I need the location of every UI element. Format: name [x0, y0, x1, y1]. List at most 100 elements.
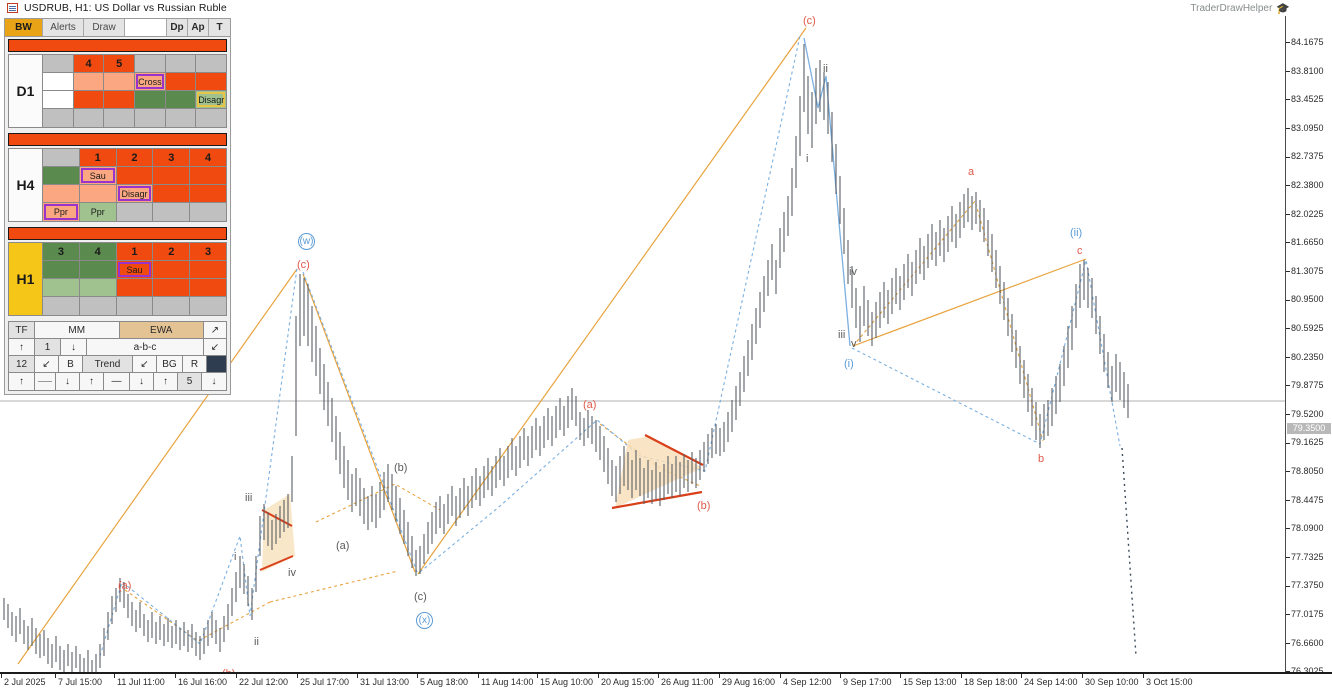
color-swatch-dark[interactable] [207, 356, 226, 372]
toolbar-blank-field[interactable] [125, 19, 167, 36]
button-up-arrow-2[interactable]: ↑ [9, 373, 35, 390]
timeframe-cell[interactable] [196, 109, 227, 127]
timeframe-cell[interactable] [73, 109, 105, 127]
timeframe-cell[interactable]: 1 [79, 149, 117, 167]
timeframe-cell[interactable] [43, 91, 74, 109]
timeframe-cell[interactable] [153, 279, 191, 297]
bw-indicator-panel[interactable]: BW Alerts Draw Dp Ap T D1 4 5 Cross Disagr H4… [4, 18, 231, 395]
button-ap[interactable]: Ap [188, 19, 209, 36]
timeframe-cell[interactable] [43, 109, 74, 127]
timeframe-cell[interactable] [153, 167, 191, 185]
timeframe-grid-h1[interactable]: H1 3 4 1 2 3 Sau [8, 242, 227, 316]
timeframe-cell[interactable] [153, 261, 191, 279]
button-down-arrow-4[interactable]: ↓ [202, 373, 226, 390]
timeframe-cell[interactable] [165, 91, 197, 109]
timeframe-label-d1[interactable]: D1 [9, 55, 43, 127]
button-dp[interactable]: Dp [167, 19, 188, 36]
timeframe-cell[interactable]: 3 [43, 243, 80, 261]
signal-tag-ppr[interactable]: Ppr [44, 204, 78, 220]
timeframe-cell[interactable] [165, 109, 197, 127]
button-mm[interactable]: MM [35, 322, 120, 338]
timeframe-label-h1[interactable]: H1 [9, 243, 43, 315]
timeframe-grid-h4[interactable]: H4 1 2 3 4 Sau Disagr Ppr Ppr [8, 148, 227, 222]
timeframe-cell[interactable]: 3 [153, 149, 191, 167]
button-dash[interactable]: — [104, 373, 130, 390]
tab-alerts[interactable]: Alerts [43, 19, 84, 36]
timeframe-cell[interactable]: Sau [116, 261, 154, 279]
timeframe-cell[interactable] [190, 279, 226, 297]
button-up-arrow-1[interactable]: ↑ [9, 339, 35, 355]
timeframe-cell[interactable]: 4 [73, 55, 105, 73]
timeframe-cell[interactable] [79, 279, 117, 297]
timeframe-cell[interactable] [190, 167, 226, 185]
timeframe-cell[interactable]: Ppr [43, 203, 80, 221]
timeframe-cell[interactable]: 5 [104, 55, 136, 73]
signal-tag-sau[interactable]: Sau [117, 262, 152, 277]
timeframe-cell[interactable]: 4 [190, 149, 226, 167]
timeframe-cell[interactable] [43, 55, 74, 73]
value-degree[interactable]: 1 [35, 339, 61, 355]
tab-draw[interactable]: Draw [84, 19, 125, 36]
time-axis[interactable]: 2 Jul 2025 7 Jul 15:00 11 Jul 11:00 16 Jul … [0, 672, 1332, 694]
slider-track[interactable] [35, 373, 56, 390]
timeframe-cell[interactable]: Cross [135, 73, 166, 91]
timeframe-label-h4[interactable]: H4 [9, 149, 43, 221]
timeframe-cell[interactable] [43, 167, 80, 185]
timeframe-cell[interactable] [190, 297, 226, 315]
label-tf[interactable]: TF [9, 322, 35, 338]
timeframe-cell[interactable] [43, 185, 80, 203]
bw-toolbar[interactable]: BW Alerts Draw Dp Ap T [5, 19, 230, 37]
timeframe-cell[interactable]: Disagr [196, 91, 227, 109]
timeframe-cell[interactable] [196, 55, 227, 73]
button-t[interactable]: T [209, 19, 230, 36]
timeframe-cell[interactable] [73, 73, 105, 91]
timeframe-cell[interactable] [73, 91, 105, 109]
label-abc-pattern[interactable]: a-b-c [87, 339, 204, 355]
button-r[interactable]: R [183, 356, 207, 372]
timeframe-cell[interactable] [43, 261, 80, 279]
timeframe-cell[interactable] [43, 73, 74, 91]
timeframe-cell[interactable] [116, 279, 154, 297]
signal-tag-sau[interactable]: Sau [80, 168, 115, 183]
timeframe-cell[interactable] [116, 203, 154, 221]
timeframe-cell[interactable]: 2 [116, 149, 154, 167]
button-diag-arrow-1[interactable]: ↙ [204, 339, 226, 355]
timeframe-cell[interactable] [43, 149, 80, 167]
button-expand-arrow[interactable]: ↗ [204, 322, 226, 338]
timeframe-cell[interactable] [116, 167, 154, 185]
price-axis[interactable]: 84.1675 83.8100 83.4525 83.0950 82.7375 82.38… [1285, 16, 1332, 676]
signal-tag-disagr[interactable]: Disagr [197, 92, 226, 107]
timeframe-cell[interactable] [135, 109, 166, 127]
timeframe-cell[interactable] [190, 203, 226, 221]
button-diag-arrow-3[interactable]: ↙ [133, 356, 157, 372]
timeframe-cell[interactable] [165, 73, 197, 91]
timeframe-cell[interactable]: Disagr [116, 185, 154, 203]
value-count-12[interactable]: 12 [9, 356, 35, 372]
timeframe-cell[interactable] [190, 261, 226, 279]
button-trend[interactable]: Trend [83, 356, 133, 372]
control-panel[interactable]: TF MM EWA ↗ ↑ 1 ↓ a-b-c ↙ 12 ↙ B Trend ↙ BG R ↑ ↓ ↑ — ↓ ↑ 5 ↓ [8, 321, 227, 391]
timeframe-cell[interactable] [165, 55, 197, 73]
timeframe-cell[interactable] [43, 279, 80, 297]
timeframe-cell[interactable] [43, 297, 80, 315]
timeframe-cell[interactable]: Sau [79, 167, 117, 185]
timeframe-cell[interactable] [153, 203, 191, 221]
timeframe-cell[interactable] [104, 109, 136, 127]
timeframe-cell[interactable]: 2 [153, 243, 191, 261]
timeframe-cell[interactable]: 3 [190, 243, 226, 261]
button-ewa[interactable]: EWA [119, 322, 204, 338]
button-diag-arrow-2[interactable]: ↙ [35, 356, 59, 372]
button-up-arrow-4[interactable]: ↑ [154, 373, 178, 390]
timeframe-cell[interactable] [190, 185, 226, 203]
timeframe-cell[interactable] [104, 73, 136, 91]
button-b[interactable]: B [59, 356, 83, 372]
timeframe-cell[interactable] [79, 185, 117, 203]
button-down-arrow-3[interactable]: ↓ [130, 373, 154, 390]
button-bg[interactable]: BG [157, 356, 183, 372]
value-count-5[interactable]: 5 [178, 373, 202, 390]
tab-bw[interactable]: BW [5, 19, 43, 36]
timeframe-cell[interactable] [153, 185, 191, 203]
timeframe-grid-d1[interactable]: D1 4 5 Cross Disagr [8, 54, 227, 128]
timeframe-cell[interactable] [153, 297, 191, 315]
button-down-arrow-1[interactable]: ↓ [61, 339, 87, 355]
